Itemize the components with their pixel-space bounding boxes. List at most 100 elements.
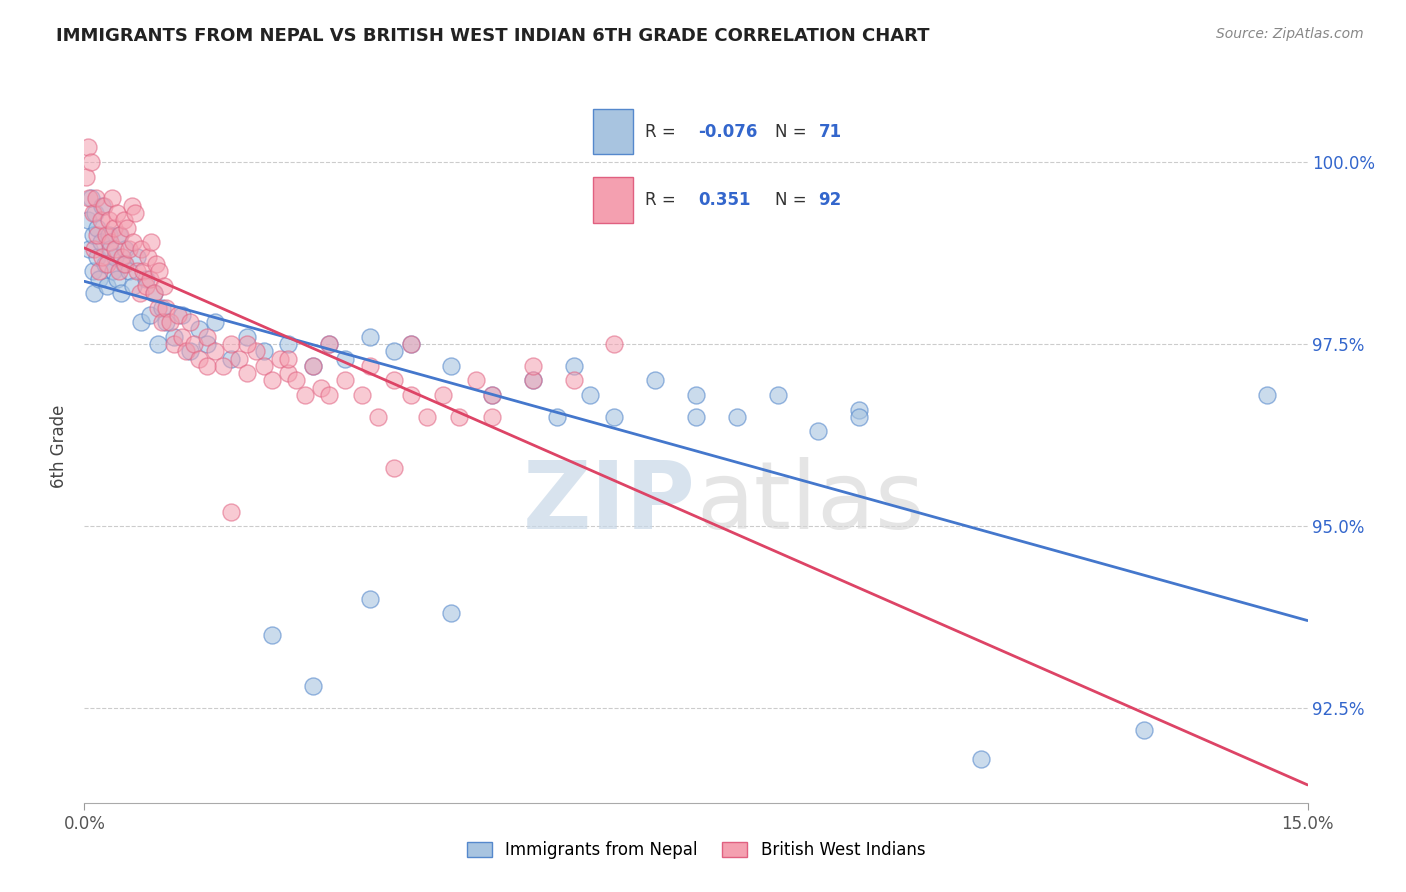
Point — [142, 286, 165, 301]
Text: N =: N = — [775, 123, 813, 141]
Point — [848, 402, 870, 417]
Point — [318, 337, 340, 351]
Point — [195, 337, 218, 351]
Text: R =: R = — [645, 191, 682, 209]
Point — [187, 322, 209, 336]
Point — [107, 227, 129, 242]
Point — [522, 359, 544, 373]
Point — [644, 374, 666, 388]
Point — [131, 243, 153, 257]
Point — [110, 286, 132, 301]
Point — [100, 235, 122, 249]
Point — [685, 388, 707, 402]
Point — [301, 679, 323, 693]
Point — [204, 315, 226, 329]
Point — [522, 374, 544, 388]
Point — [219, 337, 242, 351]
Point — [350, 388, 373, 402]
Point — [103, 220, 125, 235]
Point — [90, 235, 112, 249]
Point — [318, 337, 340, 351]
Point — [138, 308, 160, 322]
Point — [110, 227, 132, 242]
Point — [91, 199, 114, 213]
Point — [335, 351, 357, 366]
Point — [121, 199, 143, 213]
Point — [111, 250, 134, 264]
Point — [136, 250, 159, 264]
Point — [359, 330, 381, 344]
Point — [150, 315, 173, 329]
Point — [318, 388, 340, 402]
Point — [105, 206, 128, 220]
Point — [359, 359, 381, 373]
Point — [481, 409, 503, 424]
Point — [150, 301, 173, 315]
Point — [335, 374, 357, 388]
Point — [172, 308, 194, 322]
Point — [260, 374, 283, 388]
Point — [114, 257, 136, 271]
Text: Source: ZipAtlas.com: Source: ZipAtlas.com — [1216, 27, 1364, 41]
Point — [84, 206, 107, 220]
Legend: Immigrants from Nepal, British West Indians: Immigrants from Nepal, British West Indi… — [460, 835, 932, 866]
Point — [82, 206, 104, 220]
Point — [159, 315, 181, 329]
Point — [124, 206, 146, 220]
Point — [522, 374, 544, 388]
Point — [122, 235, 145, 249]
Text: R =: R = — [645, 123, 682, 141]
Point — [183, 337, 205, 351]
Point — [148, 264, 170, 278]
Point — [115, 220, 138, 235]
Point — [766, 388, 789, 402]
Point — [603, 409, 626, 424]
Point — [174, 344, 197, 359]
Point — [382, 460, 405, 475]
Point — [399, 337, 422, 351]
Point — [118, 243, 141, 257]
Point — [481, 388, 503, 402]
Text: 92: 92 — [818, 191, 842, 209]
Point — [301, 359, 323, 373]
Text: IMMIGRANTS FROM NEPAL VS BRITISH WEST INDIAN 6TH GRADE CORRELATION CHART: IMMIGRANTS FROM NEPAL VS BRITISH WEST IN… — [56, 27, 929, 45]
Point — [219, 351, 242, 366]
Point — [146, 301, 169, 315]
Point — [685, 409, 707, 424]
Point — [562, 359, 585, 373]
Point — [187, 351, 209, 366]
Point — [546, 409, 568, 424]
Point — [440, 359, 463, 373]
Text: ZIP: ZIP — [523, 457, 696, 549]
Point — [382, 344, 405, 359]
Point — [112, 257, 135, 271]
Point — [285, 374, 308, 388]
Point — [145, 257, 167, 271]
Point — [128, 286, 150, 301]
Point — [114, 243, 136, 257]
Point — [1256, 388, 1278, 402]
Point — [155, 301, 177, 315]
Point — [260, 628, 283, 642]
Point — [77, 191, 100, 205]
Point — [101, 264, 124, 278]
Point — [253, 344, 276, 359]
Point — [294, 388, 316, 402]
Point — [153, 278, 176, 293]
Point — [97, 213, 120, 227]
Point — [155, 315, 177, 329]
Point — [309, 381, 332, 395]
Point — [127, 264, 149, 278]
Point — [86, 220, 108, 235]
Point — [105, 271, 128, 285]
Point — [82, 264, 104, 278]
Point — [84, 191, 107, 205]
Point — [86, 227, 108, 242]
Point — [807, 425, 830, 439]
Text: N =: N = — [775, 191, 813, 209]
Point — [138, 271, 160, 285]
Point — [77, 243, 100, 257]
Point — [449, 409, 471, 424]
Point — [172, 330, 194, 344]
Point — [83, 286, 105, 301]
